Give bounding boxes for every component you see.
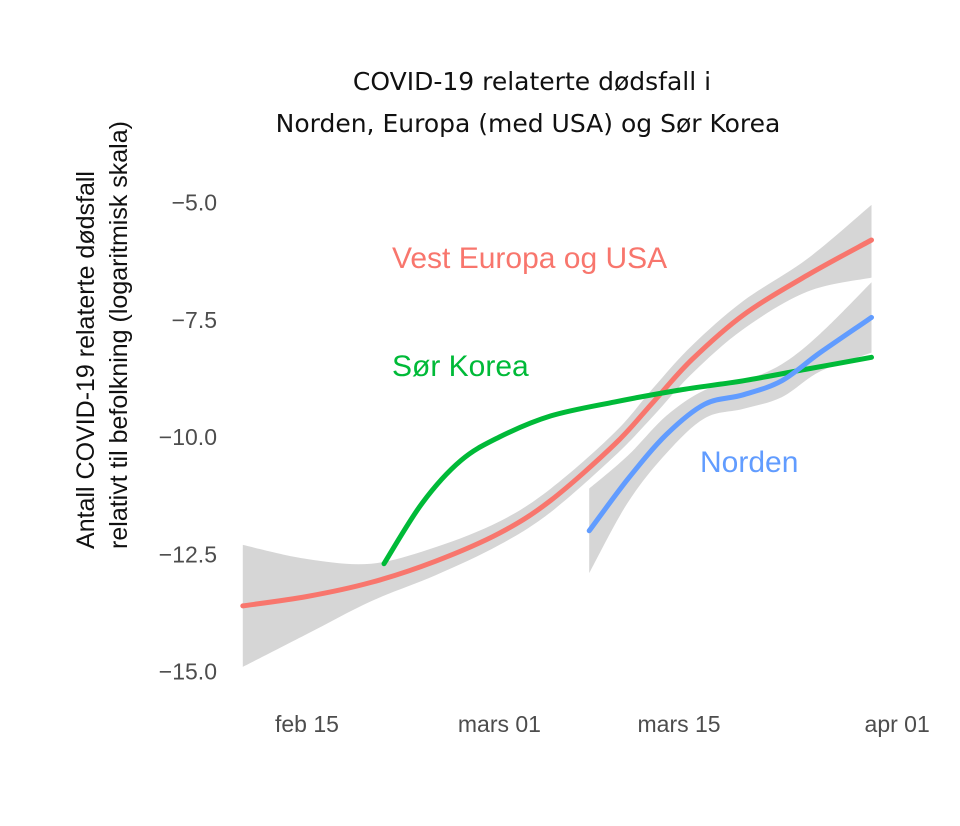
y-tick-label: −5.0 <box>172 190 217 216</box>
series-line-vest-europa-og-usa <box>240 237 874 609</box>
y-tick-label: −10.0 <box>159 424 217 450</box>
y-axis-label-line-2: relativt til befolkning (logaritmisk ska… <box>105 121 133 549</box>
ci-band-norden <box>589 282 872 574</box>
confidence-bands <box>242 204 872 667</box>
x-tick-label: feb 15 <box>275 711 339 737</box>
series-line-norden <box>586 314 874 534</box>
y-tick-label: −7.5 <box>172 307 217 333</box>
series-lines <box>240 237 874 609</box>
ci-band-vest-europa-og-usa <box>242 204 872 667</box>
chart-title-line-2: Norden, Europa (med USA) og Sør Korea <box>276 109 781 138</box>
y-tick-label: −15.0 <box>159 659 217 685</box>
x-tick-label: mars 01 <box>458 711 541 737</box>
series-labels: Vest Europa og USA Sør Korea Norden <box>392 242 798 479</box>
series-label-vest-europa-og-usa: Vest Europa og USA <box>392 242 667 275</box>
chart-title-line-1: COVID-19 relaterte dødsfall i <box>353 67 711 96</box>
series-label-norden: Norden <box>700 446 798 479</box>
x-axis-ticks: feb 15 mars 01 mars 15 apr 01 <box>275 711 930 737</box>
x-tick-label: apr 01 <box>865 711 930 737</box>
y-axis-ticks: −5.0 −7.5 −10.0 −12.5 −15.0 <box>159 190 217 685</box>
y-axis-label-line-1: Antall COVID-19 relaterte dødsfall <box>72 171 100 549</box>
series-label-sor-korea: Sør Korea <box>392 350 529 383</box>
y-tick-label: −12.5 <box>159 541 217 567</box>
series-line-sor-korea <box>381 354 874 567</box>
x-tick-label: mars 15 <box>638 711 721 737</box>
